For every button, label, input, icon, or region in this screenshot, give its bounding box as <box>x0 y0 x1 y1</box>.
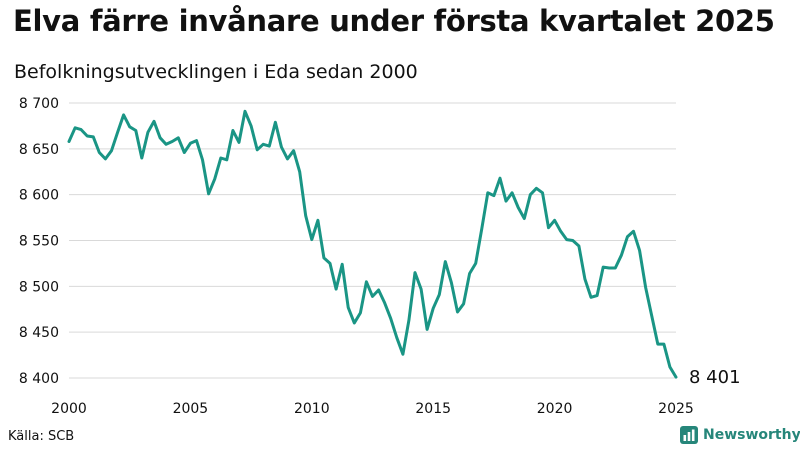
x-tick-label: 2000 <box>51 401 87 417</box>
y-tick-label: 8 700 <box>19 96 59 112</box>
x-tick-label: 2005 <box>173 401 209 417</box>
bar-chart-icon <box>680 426 698 444</box>
y-tick-label: 8 650 <box>19 142 59 158</box>
y-tick-label: 8 450 <box>19 325 59 341</box>
y-tick-label: 8 400 <box>19 371 59 387</box>
y-tick-label: 8 500 <box>19 279 59 295</box>
end-value-label: 8 401 <box>689 367 741 388</box>
source-note: Källa: SCB <box>8 429 75 444</box>
y-tick-label: 8 550 <box>19 234 59 250</box>
x-tick-label: 2020 <box>537 401 573 417</box>
population-series-line <box>67 109 678 379</box>
newsworthy-logo: Newsworthy <box>680 426 800 444</box>
chart-subtitle: Befolkningsutvecklingen i Eda sedan 2000 <box>14 61 418 83</box>
y-tick-label: 8 600 <box>19 188 59 204</box>
x-tick-label: 2025 <box>658 401 694 417</box>
x-tick-label: 2010 <box>294 401 330 417</box>
brand-name: Newsworthy <box>703 427 800 443</box>
x-tick-label: 2015 <box>415 401 451 417</box>
chart-title: Elva färre invånare under första kvartal… <box>13 4 775 38</box>
